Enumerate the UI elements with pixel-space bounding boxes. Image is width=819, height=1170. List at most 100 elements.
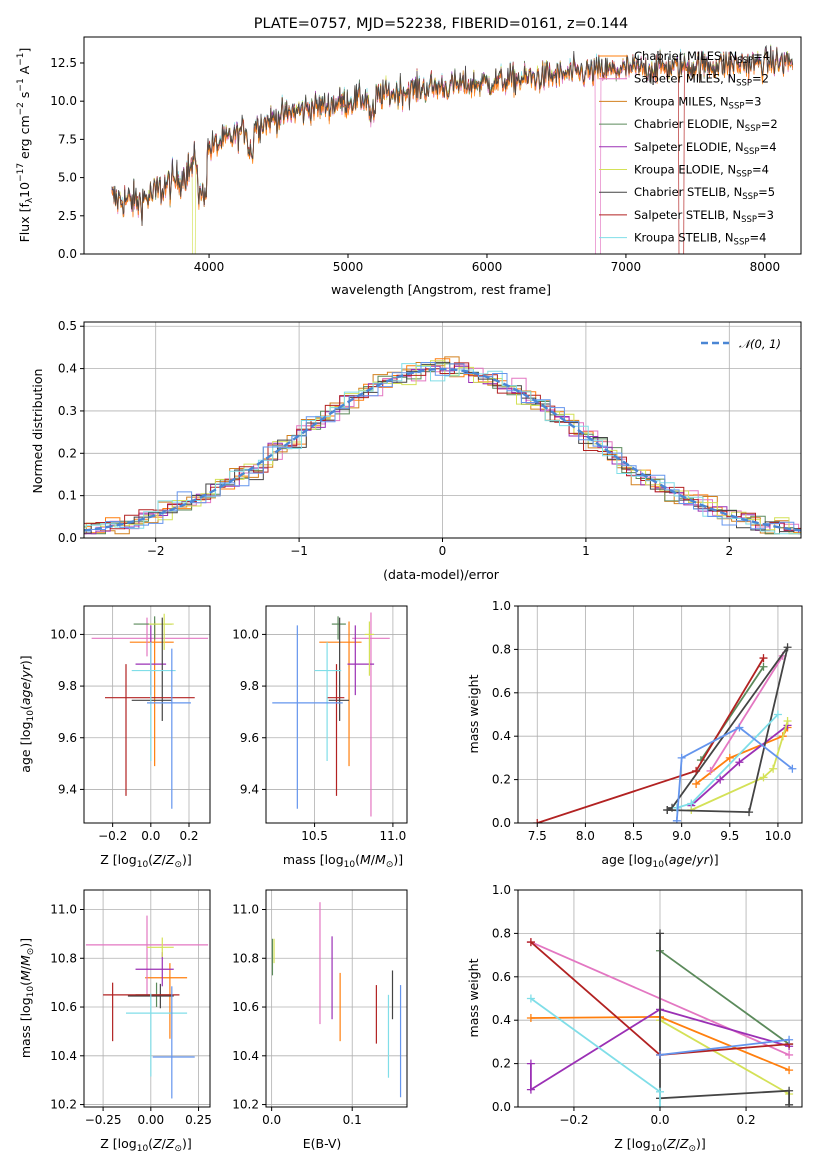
x-tick-label: 0.2 <box>737 1113 756 1127</box>
x-tick-label: 8000 <box>750 260 781 274</box>
normal-legend-label: 𝒩(0, 1) <box>739 337 781 351</box>
y-tick-label: 10.6 <box>232 1000 259 1014</box>
y-tick-label: 10.0 <box>50 94 77 108</box>
weight-marker <box>759 662 768 671</box>
x-tick-label: 7.5 <box>528 829 547 843</box>
x-tick-label: 0 <box>439 544 447 558</box>
age-vs-mass-panel: mass [log10(M/M⊙)] 10.5 11.0 9.4 9.6 9.8 10.0 <box>232 605 408 870</box>
errorbar-group <box>85 915 209 1099</box>
weight-marker <box>672 816 681 823</box>
mass-vs-Z-panel: Z [log10(Z/Z⊙)] mass [log10(M/M⊙)] −0.25… <box>18 889 212 1154</box>
age-vs-Z-panel: Z [log10(Z/Z⊙)] age [log10(age/yr)] −0.2… <box>18 605 211 870</box>
y-tick-label: 0.0 <box>58 531 77 545</box>
x-tick-label: 10.5 <box>301 829 328 843</box>
normal-curve <box>84 367 801 532</box>
x-tick-label: 5000 <box>333 260 364 274</box>
spectrum-legend: Chabrier MILES, NSSP=4 Salpeter MILES, NS… <box>599 49 778 248</box>
weight-series-line <box>659 1019 790 1095</box>
y-tick-label: 0.2 <box>58 446 77 460</box>
y-tick-label: 1.0 <box>492 883 511 897</box>
y-tick-label: 9.8 <box>58 679 77 693</box>
x-tick-label: −0.25 <box>85 1113 122 1127</box>
y-tick-label: 12.5 <box>50 56 77 70</box>
y-tick-label: 0.6 <box>492 686 511 700</box>
axes-frame <box>83 36 802 255</box>
y-tick-label: 11.0 <box>232 903 259 917</box>
residual-histograms <box>84 356 801 535</box>
weight-marker <box>735 758 744 767</box>
x-tick-label: 10.0 <box>765 829 792 843</box>
weight-marker <box>759 773 768 782</box>
weight-vs-Z-panel: Z [log10(Z/Z⊙)] mass weight −0.2 0.0 0.2 0.… <box>466 883 803 1154</box>
legend-label: Salpeter MILES, NSSP=2 <box>634 72 769 89</box>
spectrum-ylabel: Flux [fλ10−17 erg cm−2 s−1 A−1] <box>16 48 35 243</box>
residuals-ylabel: Normed distribution <box>30 369 45 494</box>
y-tick-label: 0.2 <box>492 773 511 787</box>
weight-vs-age-panel: age [log10(age/yr)] mass weight 7.5 8.0 8.… <box>466 599 803 870</box>
weight-marker <box>692 779 701 788</box>
weight-marker <box>759 654 768 663</box>
x-tick-label: −1 <box>290 544 308 558</box>
weight-series-line <box>659 933 790 1105</box>
x-tick-label: 0.00 <box>137 1113 164 1127</box>
x-tick-label: 7000 <box>611 260 642 274</box>
weight-marker <box>783 717 792 726</box>
legend-label: Chabrier STELIB, NSSP=5 <box>634 185 775 202</box>
x-tick-label: 0.25 <box>185 1113 212 1127</box>
y-tick-label: 10.4 <box>232 1049 259 1063</box>
spectrum-xlabel: wavelength [Angstrom, rest frame] <box>331 282 551 297</box>
weight-marker <box>526 1085 535 1094</box>
errorbar-group <box>271 902 402 1098</box>
legend-label: Salpeter ELODIE, NSSP=4 <box>634 140 777 157</box>
legend-label: Kroupa ELODIE, NSSP=4 <box>634 163 769 180</box>
y-tick-label: 9.6 <box>240 731 259 745</box>
massZ-ylabel: mass [log10(M/M⊙)] <box>18 938 36 1058</box>
axes-frame <box>83 605 211 824</box>
weight-marker <box>785 1100 794 1107</box>
weight-series-line <box>530 997 661 1107</box>
weight-marker <box>663 805 672 814</box>
x-tick-label: 0.0 <box>650 1113 669 1127</box>
residual-histogram <box>84 362 801 531</box>
legend-label: Salpeter STELIB, NSSP=3 <box>634 208 774 225</box>
weight-marker <box>526 1014 535 1023</box>
x-tick-label: 4000 <box>194 260 225 274</box>
ageM-xlabel: mass [log10(M/M⊙)] <box>283 852 403 870</box>
y-tick-label: 9.4 <box>240 782 259 796</box>
ageZ-xlabel: Z [log10(Z/Z⊙)] <box>100 852 192 870</box>
y-tick-label: 0.8 <box>492 642 511 656</box>
wZ-ylabel: mass weight <box>466 958 481 1037</box>
y-tick-label: 10.0 <box>50 627 77 641</box>
spectrum-series-line <box>111 50 794 227</box>
y-tick-label: 9.8 <box>240 679 259 693</box>
massZ-xlabel: Z [log10(Z/Z⊙)] <box>100 1136 192 1154</box>
x-tick-label: 9.5 <box>720 829 739 843</box>
y-tick-label: 2.5 <box>58 209 77 223</box>
y-tick-label: 5.0 <box>58 171 77 185</box>
y-tick-label: 10.6 <box>50 1000 77 1014</box>
weight-series-line <box>709 655 784 772</box>
weight-marker <box>656 1087 664 1096</box>
weight-marker <box>526 994 535 1003</box>
legend-label: Chabrier ELODIE, NSSP=2 <box>634 117 778 134</box>
spectrum-series-line <box>111 44 794 226</box>
x-tick-label: 0.0 <box>262 1113 281 1127</box>
y-tick-label: 0.3 <box>58 404 77 418</box>
weight-series-line <box>659 950 790 1045</box>
x-tick-label: 6000 <box>472 260 503 274</box>
legend-label: Kroupa MILES, NSSP=3 <box>634 94 761 111</box>
y-tick-label: 0.2 <box>492 1057 511 1071</box>
legend-label: Kroupa STELIB, NSSP=4 <box>634 231 766 248</box>
x-tick-label: 8.5 <box>624 829 643 843</box>
residuals-xlabel: (data-model)/error <box>383 567 500 582</box>
x-tick-label: 2 <box>725 544 733 558</box>
residual-histogram <box>84 362 801 532</box>
weight-marker <box>788 764 797 773</box>
errorbar-group <box>272 612 390 817</box>
weight-series-line <box>675 726 793 821</box>
wAge-xlabel: age [log10(age/yr)] <box>601 852 718 870</box>
y-tick-label: 0.0 <box>492 816 511 830</box>
errorbar-group <box>91 613 209 809</box>
ageZ-ylabel: age [log10(age/yr)] <box>18 655 36 772</box>
